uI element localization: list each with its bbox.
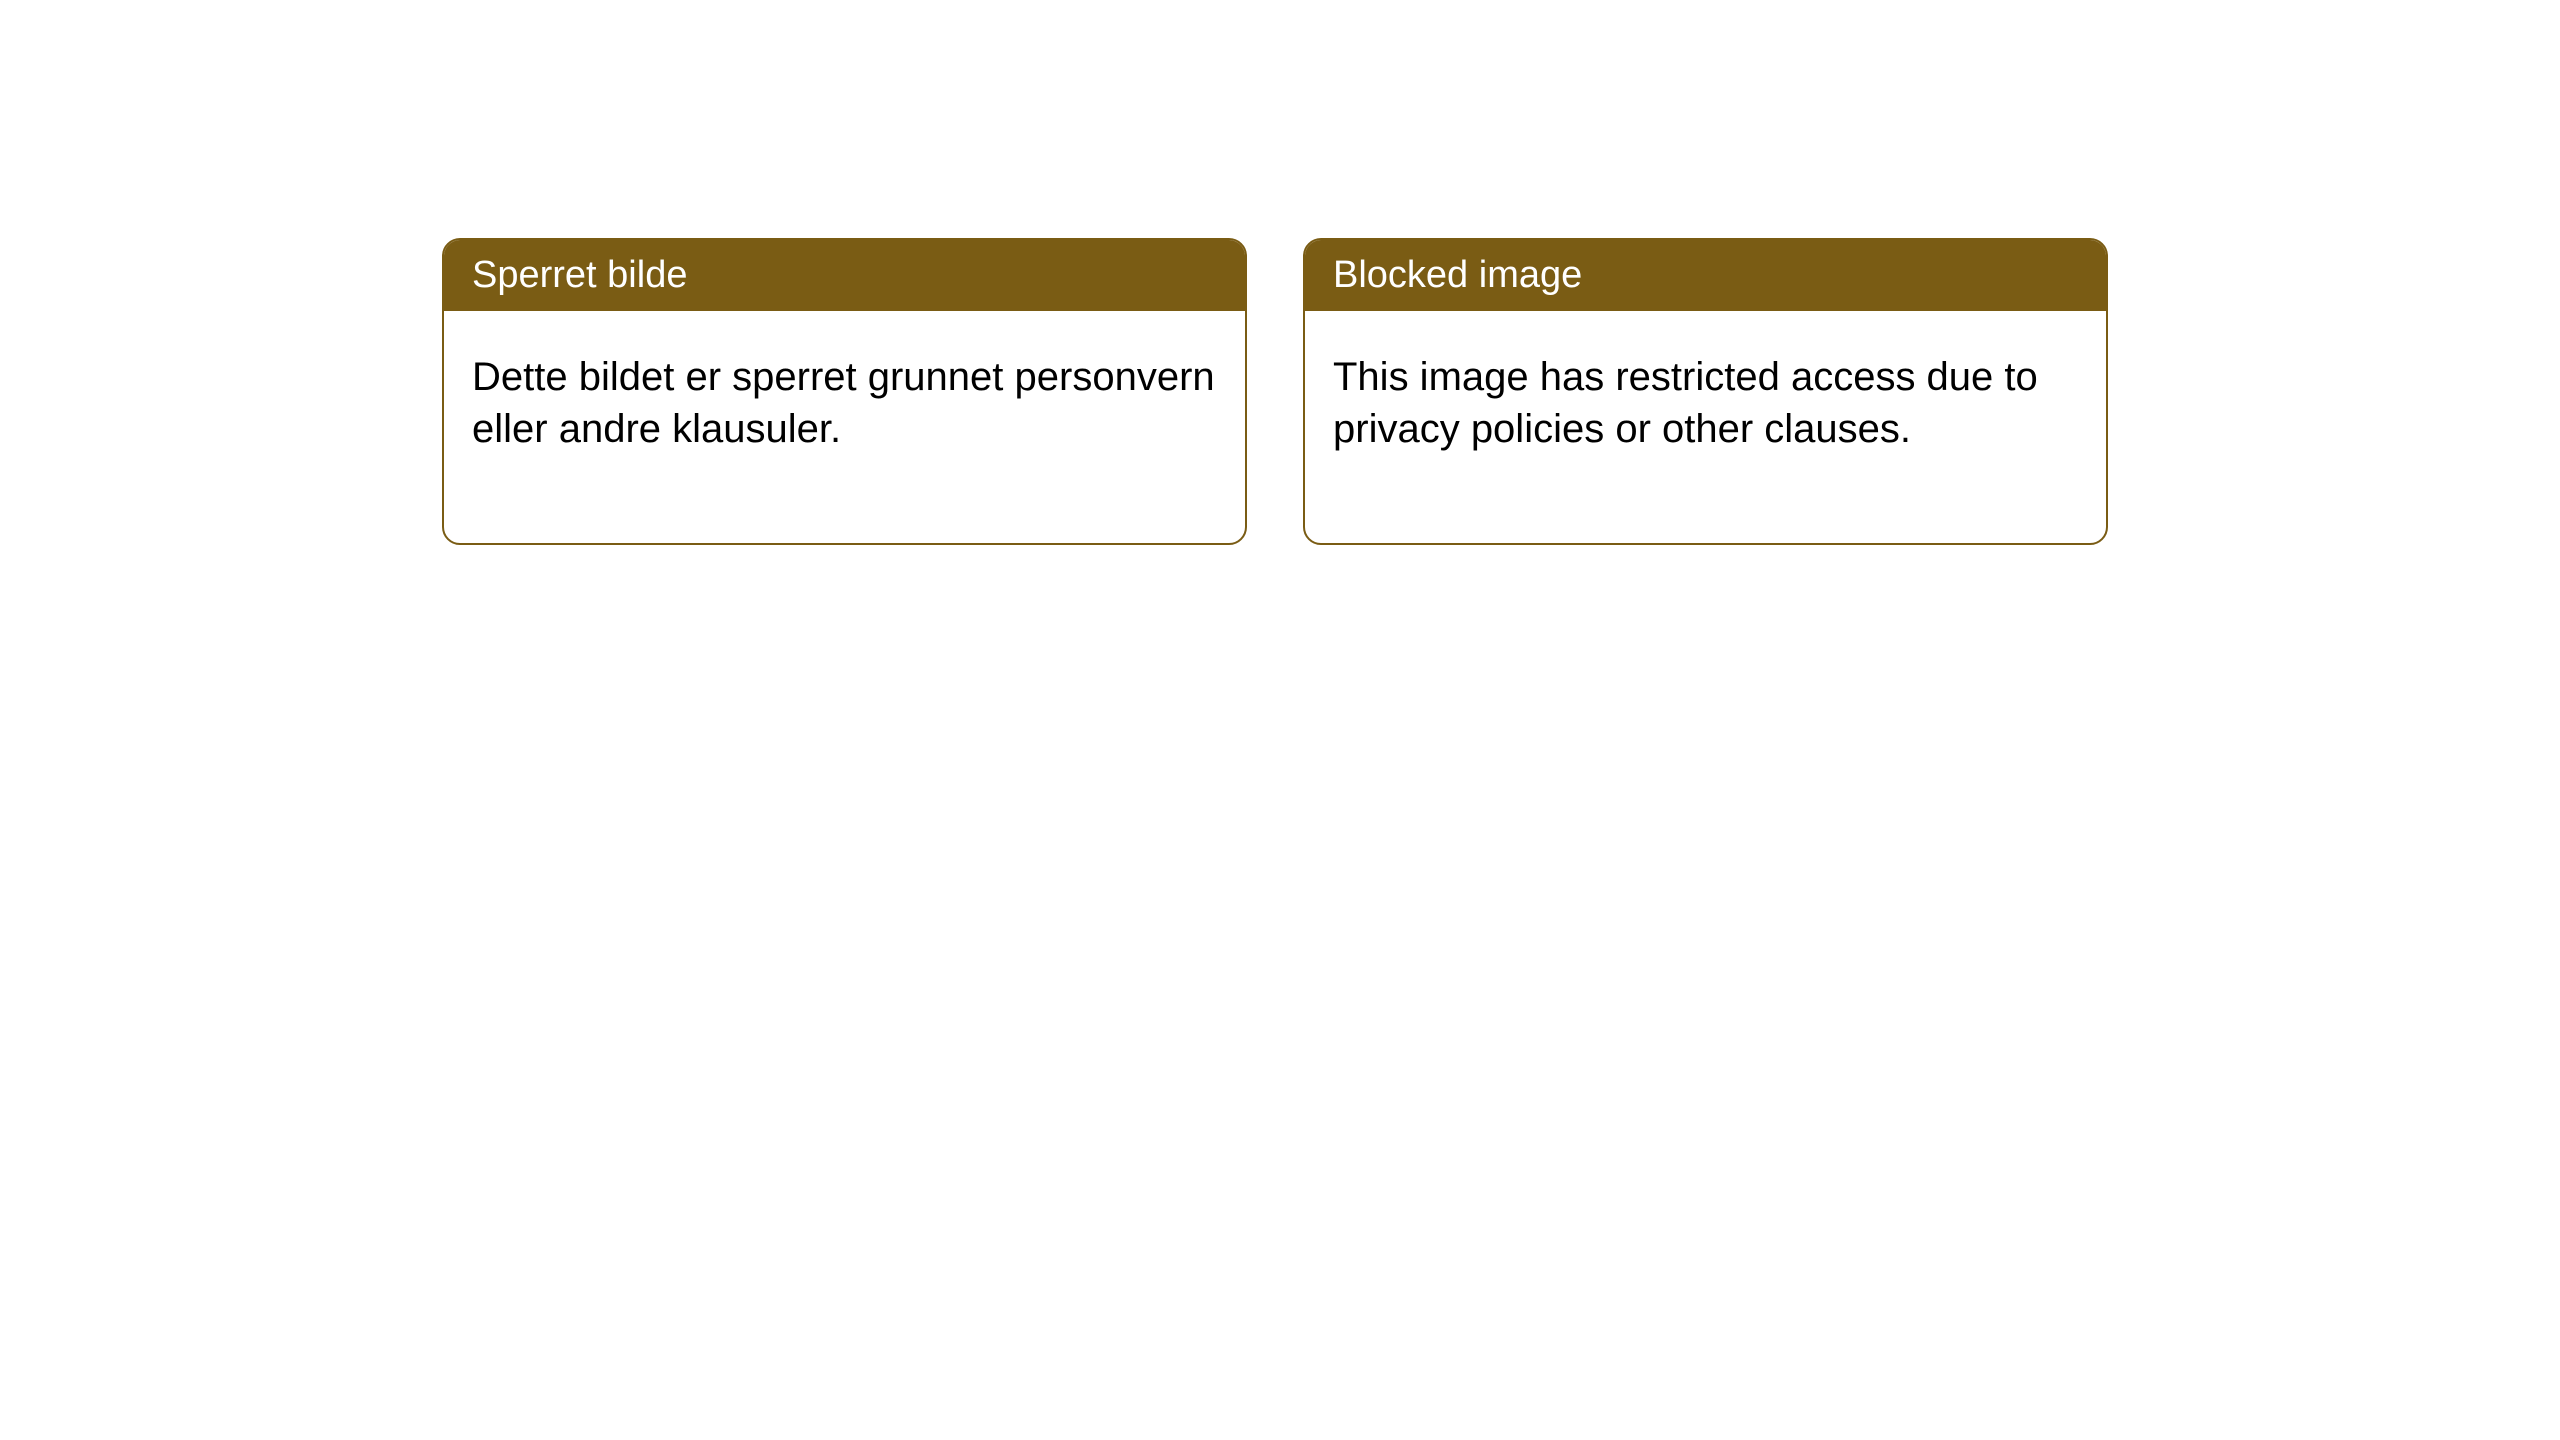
notice-card-norwegian: Sperret bilde Dette bildet er sperret gr… [442,238,1247,545]
notice-title-norwegian: Sperret bilde [472,254,687,296]
notice-header-english: Blocked image [1305,240,2106,311]
notice-title-english: Blocked image [1333,254,1582,296]
notice-card-english: Blocked image This image has restricted … [1303,238,2108,545]
notice-text-norwegian: Dette bildet er sperret grunnet personve… [472,355,1215,451]
notice-body-norwegian: Dette bildet er sperret grunnet personve… [444,311,1245,543]
notice-container: Sperret bilde Dette bildet er sperret gr… [442,238,2108,545]
notice-header-norwegian: Sperret bilde [444,240,1245,311]
notice-body-english: This image has restricted access due to … [1305,311,2106,543]
notice-text-english: This image has restricted access due to … [1333,355,2038,451]
